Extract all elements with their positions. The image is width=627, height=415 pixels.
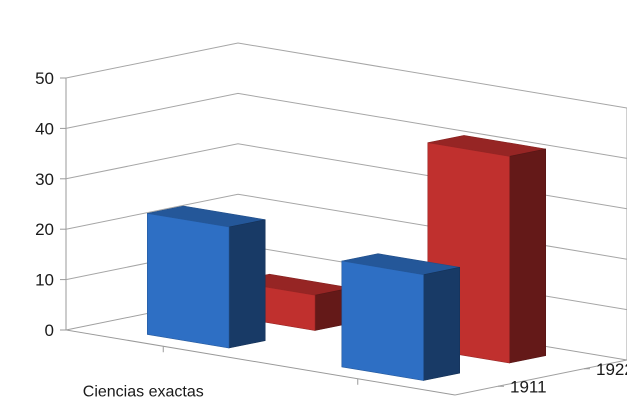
y-tick-label: 40 [35,119,54,138]
y-tick-label: 30 [35,170,54,189]
depth-tick-label: 1922 [596,360,627,379]
y-tick-label: 0 [45,321,54,340]
x-tick-label: Ciencias exactas [83,383,204,400]
y-tick-label: 10 [35,271,54,290]
gridline [65,42,627,109]
y-axis: 0 10 20 30 40 50 [35,69,66,340]
depth-tick-label: 1911 [510,377,547,396]
gridline [65,92,627,159]
y-tick-label: 20 [35,220,54,239]
bar [341,253,461,381]
bars [147,135,547,381]
y-tick-label: 50 [35,69,54,88]
depth-axis: 1911 1922 [498,360,627,396]
bar [147,205,266,349]
x-axis: Ciencias exactasHumanidades [83,346,359,400]
